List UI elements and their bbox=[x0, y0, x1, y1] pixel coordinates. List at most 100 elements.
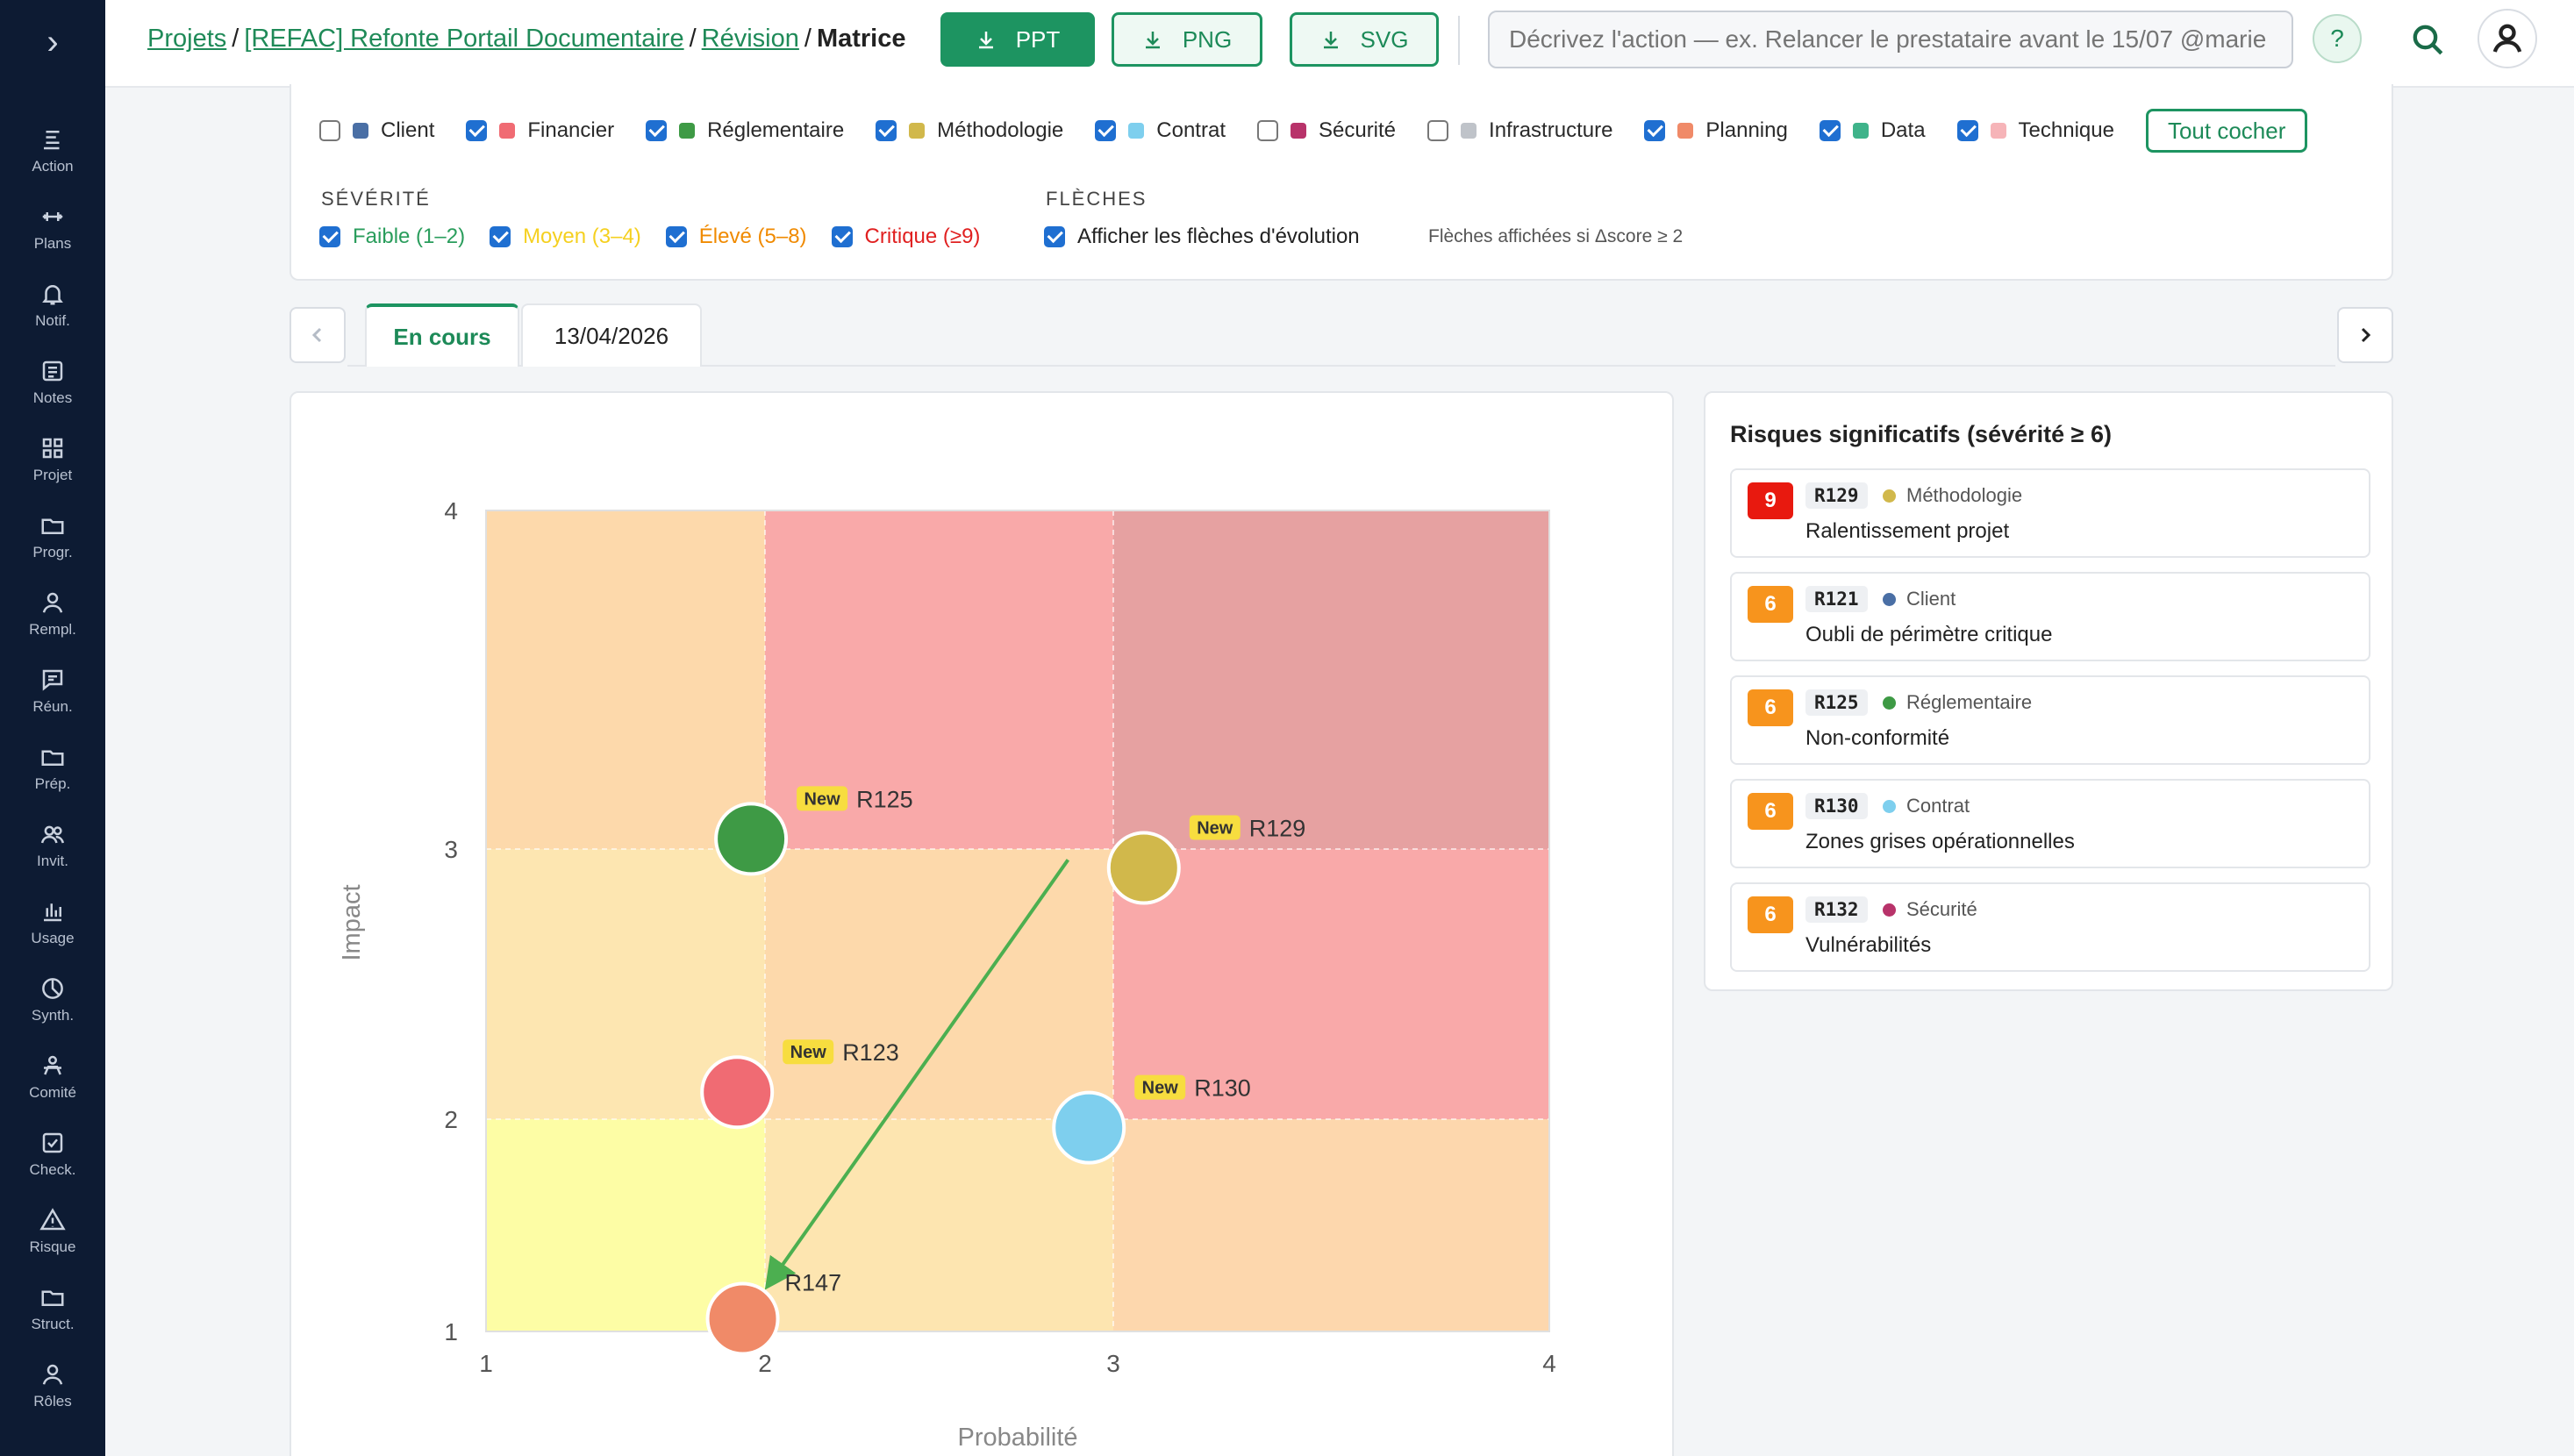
search-button[interactable] bbox=[2400, 12, 2455, 67]
export-png-button[interactable]: PNG bbox=[1112, 12, 1262, 67]
sidebar-toggle-button[interactable]: › bbox=[46, 22, 59, 61]
user-avatar-button[interactable] bbox=[2477, 9, 2537, 68]
risk-id: R121 bbox=[1805, 586, 1868, 612]
severity-checkbox[interactable] bbox=[665, 226, 687, 247]
significant-risk-item[interactable]: 9 R129 Méthodologie Ralentissement projet bbox=[1730, 468, 2370, 558]
sidebar-item-check[interactable]: Check. bbox=[0, 1116, 105, 1193]
category-color-swatch bbox=[679, 123, 696, 139]
severity-filter-0[interactable]: Faible (1–2) bbox=[319, 225, 465, 249]
sidebar-item-notes[interactable]: Notes bbox=[0, 344, 105, 421]
significant-risk-item[interactable]: 6 R125 Réglementaire Non-conformité bbox=[1730, 675, 2370, 765]
sidebar-item-rempl[interactable]: Rempl. bbox=[0, 575, 105, 653]
sidebar-item-invit[interactable]: Invit. bbox=[0, 807, 105, 884]
severity-filter-1[interactable]: Moyen (3–4) bbox=[490, 225, 641, 249]
sidebar-item-label: Prép. bbox=[34, 775, 71, 792]
sidebar-item-synth[interactable]: Synth. bbox=[0, 961, 105, 1038]
category-filter-client[interactable]: Client bbox=[319, 118, 434, 143]
category-filter-contrat[interactable]: Contrat bbox=[1095, 118, 1226, 143]
risk-id: R125 bbox=[1805, 689, 1868, 716]
category-label: Méthodologie bbox=[937, 118, 1064, 142]
category-checkbox[interactable] bbox=[1956, 120, 1978, 141]
new-badge-label: New bbox=[790, 1043, 827, 1062]
severity-label: Critique (≥9) bbox=[864, 225, 981, 248]
sidebar-item-action[interactable]: Action bbox=[0, 112, 105, 189]
arrows-title: FLÈCHES bbox=[1046, 188, 1148, 210]
sidebar: › Action Plans Notif. Notes Projet Progr. Remp… bbox=[0, 0, 105, 1456]
category-checkbox[interactable] bbox=[1095, 120, 1117, 141]
category-color-swatch bbox=[353, 123, 368, 139]
category-checkbox[interactable] bbox=[319, 120, 340, 141]
severity-label: Élevé (5–8) bbox=[698, 225, 807, 248]
category-filter-technique[interactable]: Technique bbox=[1956, 118, 2114, 143]
arrows-toggle[interactable]: Afficher les flèches d'évolution bbox=[1044, 225, 1360, 249]
x-tick-label: 1 bbox=[479, 1350, 493, 1377]
category-color-swatch bbox=[1852, 123, 1869, 139]
category-checkbox[interactable] bbox=[1644, 120, 1666, 141]
category-checkbox[interactable] bbox=[1427, 120, 1449, 141]
sidebar-item-struct[interactable]: Struct. bbox=[0, 1270, 105, 1347]
risk-bubble-label: R123 bbox=[842, 1039, 899, 1066]
risk-zone bbox=[1113, 849, 1549, 1119]
sidebar-item-notif[interactable]: Notif. bbox=[0, 267, 105, 344]
category-color-swatch bbox=[1461, 123, 1477, 139]
help-button[interactable]: ? bbox=[2313, 14, 2362, 63]
sidebar-item-label: Notes bbox=[32, 389, 73, 406]
severity-filter-3[interactable]: Critique (≥9) bbox=[831, 225, 981, 249]
severity-score-badge: 9 bbox=[1748, 482, 1793, 519]
category-filter-financier[interactable]: Financier bbox=[466, 118, 614, 143]
severity-filter-2[interactable]: Élevé (5–8) bbox=[665, 225, 807, 249]
sidebar-item-risque[interactable]: Risque bbox=[0, 1193, 105, 1270]
category-checkbox[interactable] bbox=[876, 120, 897, 141]
category-filter-planning[interactable]: Planning bbox=[1644, 118, 1788, 143]
category-checkbox[interactable] bbox=[646, 120, 668, 141]
significant-risk-item[interactable]: 6 R132 Sécurité Vulnérabilités bbox=[1730, 882, 2370, 972]
category-filter-data[interactable]: Data bbox=[1819, 118, 1926, 143]
x-axis-title: Probabilité bbox=[957, 1424, 1077, 1452]
sidebar-item-réun[interactable]: Réun. bbox=[0, 653, 105, 730]
risk-zone bbox=[1113, 1119, 1549, 1331]
significant-risk-item[interactable]: 6 R130 Contrat Zones grises opérationnelles bbox=[1730, 779, 2370, 868]
sidebar-item-rôles[interactable]: Rôles bbox=[0, 1347, 105, 1424]
tab-13-04-2026[interactable]: 13/04/2026 bbox=[521, 303, 702, 367]
category-filter-methodologie[interactable]: Méthodologie bbox=[876, 118, 1063, 143]
filters-panel: Client Financier Réglementaire Méthodologie… bbox=[290, 84, 2393, 281]
significant-risk-item[interactable]: 6 R121 Client Oubli de périmètre critique bbox=[1730, 572, 2370, 661]
category-filter-securite[interactable]: Sécurité bbox=[1256, 118, 1396, 143]
sidebar-item-prép[interactable]: Prép. bbox=[0, 730, 105, 807]
sidebar-item-label: Comité bbox=[29, 1084, 76, 1101]
breadcrumb-project-link[interactable]: [REFAC] Refonte Portail Documentaire bbox=[244, 25, 684, 53]
export-svg-label: SVG bbox=[1360, 25, 1409, 53]
sidebar-item-usage[interactable]: Usage bbox=[0, 884, 105, 961]
warning-icon bbox=[39, 1208, 66, 1231]
sidebar-item-progr[interactable]: Progr. bbox=[0, 498, 105, 575]
risk-bubble-label: R125 bbox=[856, 786, 913, 812]
breadcrumb-projets-link[interactable]: Projets bbox=[147, 25, 227, 53]
new-badge bbox=[783, 1039, 834, 1065]
risk-zone bbox=[765, 849, 1113, 1119]
category-color-swatch bbox=[1990, 123, 2006, 139]
sidebar-item-label: Check. bbox=[29, 1161, 76, 1178]
arrows-note: Flèches affichées si Δscore ≥ 2 bbox=[1428, 226, 1684, 246]
severity-checkbox[interactable] bbox=[490, 226, 511, 247]
severity-checkbox[interactable] bbox=[319, 226, 340, 247]
check-all-button[interactable]: Tout cocher bbox=[2145, 109, 2308, 153]
export-svg-button[interactable]: SVG bbox=[1290, 12, 1439, 67]
category-filter-infrastructure[interactable]: Infrastructure bbox=[1427, 118, 1612, 143]
sidebar-item-comité[interactable]: Comité bbox=[0, 1038, 105, 1116]
category-checkbox[interactable] bbox=[466, 120, 488, 141]
tab-en-cours[interactable]: En cours bbox=[365, 303, 519, 367]
risk-id: R132 bbox=[1805, 896, 1868, 923]
sidebar-item-plans[interactable]: Plans bbox=[0, 189, 105, 267]
arrows-checkbox[interactable] bbox=[1044, 226, 1065, 247]
severity-checkbox[interactable] bbox=[831, 226, 853, 247]
action-input[interactable] bbox=[1488, 11, 2293, 68]
category-filter-reglementaire[interactable]: Réglementaire bbox=[646, 118, 844, 143]
plans-icon bbox=[42, 212, 63, 221]
sidebar-item-projet[interactable]: Projet bbox=[0, 421, 105, 498]
breadcrumb-revision-link[interactable]: Révision bbox=[701, 25, 799, 53]
category-checkbox[interactable] bbox=[1256, 120, 1278, 141]
export-ppt-button[interactable]: PPT bbox=[940, 12, 1095, 67]
prev-period-button[interactable] bbox=[290, 307, 346, 363]
next-period-button[interactable] bbox=[2337, 307, 2393, 363]
category-checkbox[interactable] bbox=[1819, 120, 1841, 141]
